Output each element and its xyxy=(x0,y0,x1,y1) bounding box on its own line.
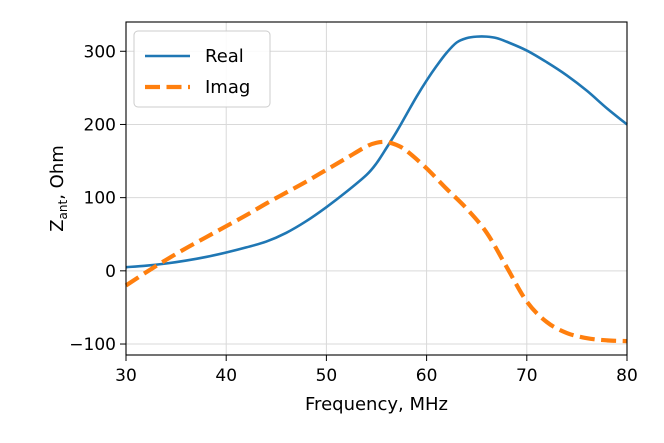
axis-ticks: 30 40 50 60 70 80 −100 0 100 200 300 xyxy=(69,42,638,386)
plot-frame xyxy=(125,21,628,356)
x-tick-label: 80 xyxy=(616,366,638,386)
series-line-real xyxy=(125,35,628,269)
y-tick-label: 300 xyxy=(84,42,116,62)
series-layer xyxy=(124,35,628,344)
x-tick-label: 70 xyxy=(516,366,538,386)
y-axis-label: Zant, Ohm xyxy=(47,145,70,232)
x-tick-label: 50 xyxy=(316,366,338,386)
series-line-imag xyxy=(124,139,628,344)
y-tick-label: 100 xyxy=(84,189,116,209)
x-tick-label: 30 xyxy=(115,366,137,386)
y-tick-label: 200 xyxy=(84,115,116,135)
y-axis-label-subscript: ant xyxy=(56,199,70,219)
y-tick-label: 0 xyxy=(105,262,116,282)
y-axis-label-rest: , Ohm xyxy=(47,145,68,200)
legend: Real Imag xyxy=(133,30,271,108)
legend-label-real: Real xyxy=(205,46,244,67)
legend-label-imag: Imag xyxy=(205,77,250,98)
y-tick-label: −100 xyxy=(69,335,116,355)
y-axis-label-base: Z xyxy=(47,219,68,231)
x-tick-label: 40 xyxy=(215,366,237,386)
x-tick-label: 60 xyxy=(416,366,438,386)
x-axis-label: Frequency, MHz xyxy=(305,394,448,415)
